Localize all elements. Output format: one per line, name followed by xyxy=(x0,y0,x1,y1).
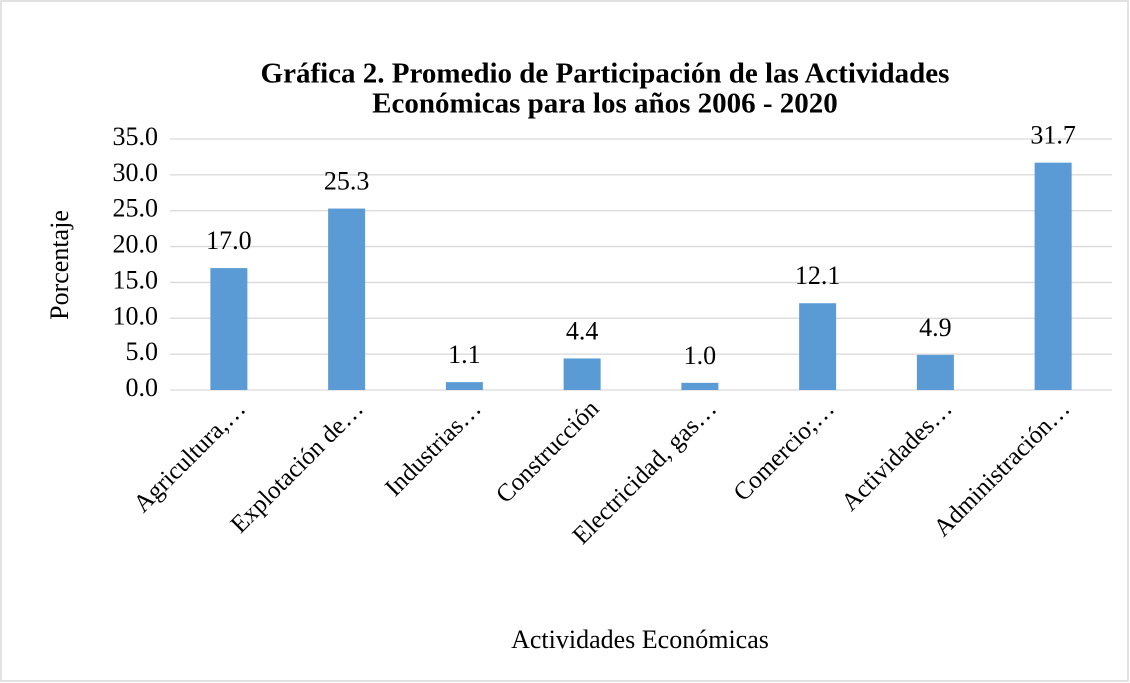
bar xyxy=(1034,162,1072,390)
y-tick-label: 35.0 xyxy=(113,122,159,151)
y-tick-label: 15.0 xyxy=(113,265,159,294)
data-label: 4.9 xyxy=(919,313,952,342)
chart-title: Económicas para los años 2006 - 2020 xyxy=(372,88,838,120)
data-label: 1.0 xyxy=(684,341,717,370)
data-label: 31.7 xyxy=(1030,121,1076,150)
bar xyxy=(916,354,954,390)
y-tick-label: 5.0 xyxy=(126,337,159,366)
data-label: 17.0 xyxy=(206,226,252,255)
bar xyxy=(445,382,483,390)
y-tick-label: 0.0 xyxy=(126,373,159,402)
y-tick-label: 20.0 xyxy=(113,230,159,259)
data-label: 25.3 xyxy=(324,167,370,196)
x-axis-title: Actividades Económicas xyxy=(511,625,769,654)
chart-title: Gráfica 2. Promedio de Participación de … xyxy=(261,58,950,90)
data-label: 4.4 xyxy=(566,316,599,345)
bar xyxy=(563,358,601,390)
y-tick-label: 25.0 xyxy=(113,194,159,223)
bar xyxy=(210,268,248,390)
data-label: 1.1 xyxy=(448,340,481,369)
bar xyxy=(799,303,837,390)
y-tick-label: 30.0 xyxy=(113,158,159,187)
bar xyxy=(681,382,719,390)
y-tick-label: 10.0 xyxy=(113,301,159,330)
data-label: 12.1 xyxy=(795,261,841,290)
y-axis-title: Porcentaje xyxy=(45,210,74,320)
bar xyxy=(328,208,366,390)
